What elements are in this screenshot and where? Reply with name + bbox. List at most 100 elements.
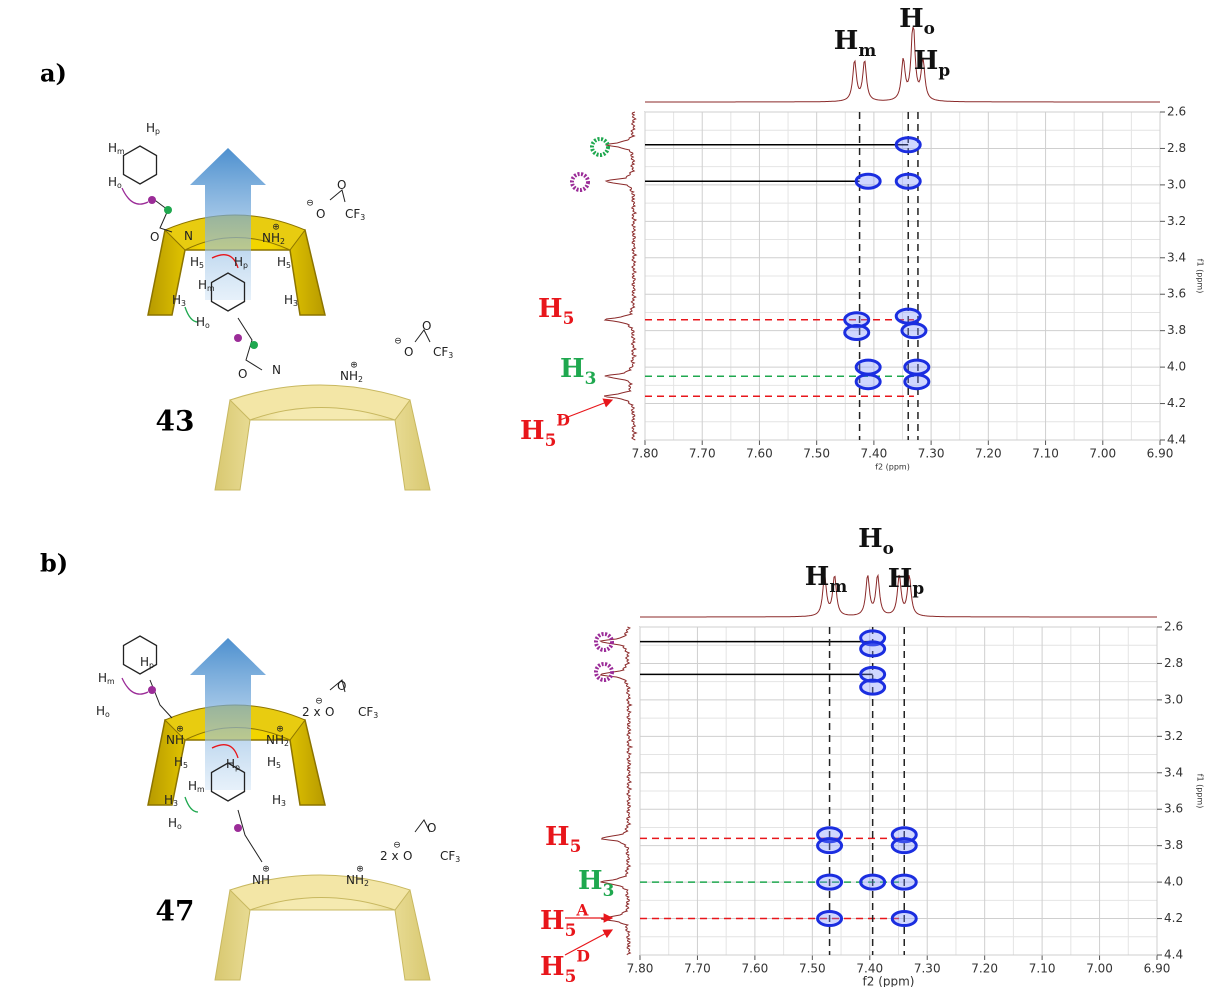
- cross-peak: [894, 136, 922, 154]
- atom-label-main: H: [140, 655, 149, 669]
- atom-label-sub: p: [149, 661, 154, 670]
- atom-label-sub: 2: [280, 237, 285, 246]
- atom-label-main: H: [172, 293, 181, 307]
- signal-label-sup: D: [556, 411, 570, 430]
- signal-label-sub: 5: [565, 966, 577, 986]
- signal-label: H3: [578, 866, 614, 900]
- signal-label: H5: [545, 822, 581, 856]
- atom-label-main: H: [277, 255, 286, 269]
- x-tick-label: 7.20: [975, 447, 1002, 461]
- atom-label-main: H: [108, 141, 117, 155]
- atom-dot: [234, 334, 242, 342]
- molecule-diagram: [121, 145, 431, 491]
- benzene-ring: [210, 272, 246, 312]
- cross-peak: [854, 358, 882, 376]
- cross-peak: [854, 172, 882, 190]
- atom-label: H3: [172, 293, 186, 309]
- y-tick-label: 3.8: [1164, 838, 1183, 852]
- atom-label: O: [325, 705, 334, 719]
- x-tick-label: 7.70: [684, 962, 711, 976]
- atom-label: Ho: [196, 315, 210, 331]
- atom-label-main: O: [316, 207, 325, 221]
- x-tick-label: 7.80: [627, 962, 654, 976]
- atom-label: CF3: [358, 705, 378, 721]
- peak-label-main: H: [888, 564, 913, 594]
- atom-label: H3: [284, 293, 298, 309]
- atom-label: Hm: [188, 779, 205, 795]
- atom-label-main: O: [337, 679, 346, 693]
- peak-label: Hp: [914, 46, 951, 80]
- atom-label: NH: [166, 733, 184, 747]
- y-tick-label: 4.2: [1164, 911, 1183, 925]
- x-tick-label: 7.10: [1032, 447, 1059, 461]
- cross-peak: [890, 873, 918, 891]
- x-tick-label: 7.70: [689, 447, 716, 461]
- linker: [237, 317, 263, 371]
- acid: [414, 329, 431, 343]
- arrow: [190, 148, 266, 300]
- x-tick-label: 7.50: [799, 962, 826, 976]
- atom-label: Ho: [108, 175, 122, 191]
- atom-label-main: H: [96, 704, 105, 718]
- atom-label-main: NH: [266, 733, 284, 747]
- signal-label: H5D: [520, 411, 570, 450]
- signal-label-sub: 3: [585, 368, 597, 388]
- noe-arrow: [211, 744, 239, 759]
- peak-label: Hm: [834, 26, 877, 60]
- atom-label-main: H: [272, 793, 281, 807]
- atom-label: O: [238, 367, 247, 381]
- peak-label-main: H: [834, 26, 859, 56]
- peak-label-sub: m: [829, 576, 847, 596]
- atom-label-main: NH: [252, 873, 270, 887]
- charge: ⊖: [393, 841, 401, 851]
- cross-peak: [900, 322, 928, 340]
- projection-top: [640, 573, 1157, 618]
- ring-icon: [594, 662, 614, 682]
- atom-label: NH2: [340, 369, 363, 385]
- charge: ⊕: [350, 361, 358, 371]
- y-axis-label: f1 (ppm): [1196, 774, 1205, 809]
- atom-label-sub: 2: [284, 739, 289, 748]
- atom-label-main: NH: [262, 231, 280, 245]
- signal-label: H5A: [540, 901, 589, 940]
- y-axis-label: f1 (ppm): [1196, 259, 1205, 294]
- atom-label: H5: [190, 255, 204, 271]
- atom-label-sub: 2: [364, 879, 369, 888]
- y-tick-label: 4.0: [1164, 875, 1183, 889]
- benzene-ring: [122, 145, 158, 185]
- atom-label-main: CF: [440, 849, 455, 863]
- atom-label-sub: m: [117, 147, 125, 156]
- atom-label-main: H: [190, 255, 199, 269]
- atom-dot: [148, 686, 156, 694]
- panel-label: a): [40, 59, 67, 88]
- atom-label-sub: p: [155, 127, 160, 136]
- atom-label-main: H: [226, 757, 235, 771]
- atom-label-sub: 2: [358, 375, 363, 384]
- atom-label-main: H: [198, 278, 207, 292]
- atom-label-main: O: [337, 178, 346, 192]
- y-tick-label: 3.2: [1167, 214, 1186, 228]
- charge: ⊖: [394, 337, 402, 347]
- peak-label-main: H: [805, 562, 830, 592]
- x-tick-label: 7.00: [1089, 447, 1116, 461]
- atom-label-main: O: [150, 230, 159, 244]
- atom-label: CF3: [345, 207, 365, 223]
- atom-label: NH: [252, 873, 270, 887]
- noe-arrow: [184, 306, 199, 323]
- y-tick-label: 4.4: [1167, 433, 1186, 447]
- atom-label-sub: 3: [360, 213, 365, 222]
- pointer-arrow: [564, 929, 614, 956]
- cross-peak: [854, 373, 882, 391]
- signal-label-main: H: [578, 866, 603, 896]
- atom-label-sub: 3: [455, 855, 460, 864]
- projection-left: [599, 626, 634, 956]
- peak-label: Ho: [858, 524, 894, 558]
- acid: [414, 819, 431, 833]
- x-tick-label: 7.50: [803, 447, 830, 461]
- atom-label: 2 x: [380, 849, 399, 863]
- peak-label-sub: m: [858, 40, 876, 60]
- cross-peak: [816, 873, 844, 891]
- peak-label-main: H: [914, 46, 939, 76]
- benzene-ring: [122, 635, 158, 675]
- acid: [329, 679, 346, 693]
